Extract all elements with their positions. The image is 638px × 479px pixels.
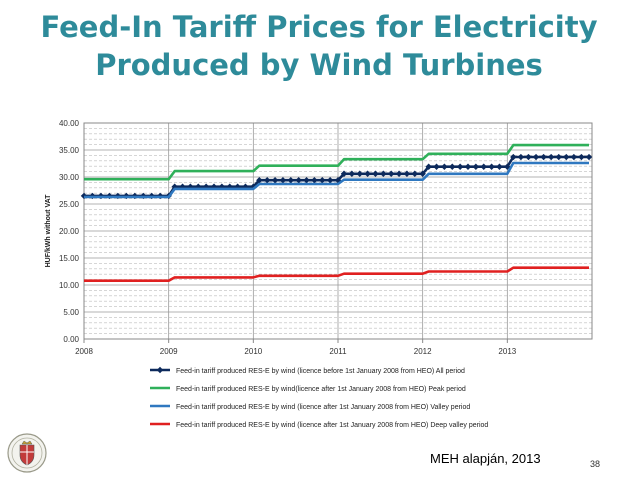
y-tick-label: 20.00 [59, 227, 80, 236]
series-1-point-marker [540, 153, 547, 161]
series-1-point-marker [563, 153, 570, 161]
series-1-point-marker [547, 153, 555, 161]
series-line-4 [84, 266, 589, 282]
series-1-point-marker [319, 177, 326, 184]
x-tick-label: 2008 [75, 347, 93, 356]
series-1-point-marker [287, 177, 294, 184]
series-1-point-marker [326, 177, 334, 184]
series-1-point-marker [578, 153, 585, 161]
title-line-1: Feed-In Tariff Prices for Electricity [40, 10, 598, 44]
series-1-point-marker [364, 170, 371, 177]
series-1-point-marker [570, 153, 578, 161]
series-1-point-marker [441, 163, 448, 170]
x-tick-label: 2010 [244, 347, 262, 356]
series-1-point-marker [555, 153, 562, 161]
series-1-point-marker [279, 177, 287, 184]
slide-title: Feed-In Tariff Prices for Electricity Pr… [0, 8, 638, 84]
legend-label-2: Feed-in tariff produced RES-E by wind(li… [176, 386, 466, 393]
series-1-point-marker [356, 170, 363, 177]
series-1-point-marker [334, 177, 342, 184]
y-tick-label: 0.00 [63, 335, 79, 344]
x-tick-label: 2013 [498, 347, 516, 356]
series-1-point-marker [532, 153, 540, 161]
series-1-point-marker [525, 153, 532, 161]
y-tick-label: 10.00 [59, 281, 80, 290]
series-1-point-marker [585, 153, 593, 161]
x-tick-label: 2011 [329, 347, 347, 356]
series-1-point-marker [295, 177, 302, 184]
series-1-point-marker [348, 170, 356, 177]
series-1-point-marker [496, 163, 503, 170]
y-axis-label: HUF/kWh without VAT [45, 194, 52, 268]
legend-label-1: Feed-in tariff produced RES-E by wind (l… [176, 368, 465, 375]
legend-label-4: Feed-in tariff produced RES-E by wind (l… [176, 422, 488, 429]
series-1-point-marker [488, 163, 495, 170]
series-1-point-marker [472, 163, 480, 170]
series-1-point-marker [433, 163, 440, 170]
series-1-point-marker [303, 177, 310, 184]
series-line-2 [84, 143, 589, 181]
series-1-point-marker [419, 170, 426, 177]
series-1-point-marker [411, 170, 418, 177]
series-1-point-marker [311, 177, 318, 184]
y-tick-label: 25.00 [59, 200, 80, 209]
chart: 0.00 5.00 10.00 15.00 20.00 25.00 30.00 35.00 40… [45, 119, 593, 429]
legend-marker-icon [156, 366, 164, 374]
series-1-point-marker [372, 170, 379, 177]
y-tick-label: 40.00 [59, 119, 80, 128]
x-tick-label: 2009 [160, 347, 178, 356]
y-tick-label: 30.00 [59, 173, 80, 182]
coat-of-arms-seal-icon [7, 433, 47, 473]
series-1-point-marker [256, 177, 263, 184]
series-1-point-marker [380, 170, 387, 177]
series-line-3 [84, 161, 589, 199]
title-line-2: Produced by Wind Turbines [95, 48, 543, 82]
series-1-point-marker [403, 170, 411, 177]
series-1-point-marker [464, 163, 472, 170]
series-1-point-marker [456, 163, 464, 170]
series-1-point-marker [449, 163, 456, 170]
series-1-point-marker [395, 170, 403, 177]
series-1-point-marker [425, 163, 432, 170]
series-1-point-marker [340, 170, 348, 177]
y-tick-label: 15.00 [59, 254, 80, 263]
page-number: 38 [590, 459, 601, 469]
series-1-point-marker [264, 177, 271, 184]
legend-label-3: Feed-in tariff produced RES-E by wind (l… [176, 404, 470, 411]
source-note: MEH alapján, 2013 [430, 451, 541, 466]
series-1-point-marker [480, 163, 487, 170]
series-1-point-marker [517, 153, 525, 161]
y-tick-label: 5.00 [63, 308, 79, 317]
series-1-point-marker [388, 170, 395, 177]
series-1-point-marker [271, 177, 279, 184]
series-1-point-marker [510, 153, 517, 161]
x-tick-label: 2012 [414, 347, 432, 356]
y-tick-label: 35.00 [59, 146, 80, 155]
